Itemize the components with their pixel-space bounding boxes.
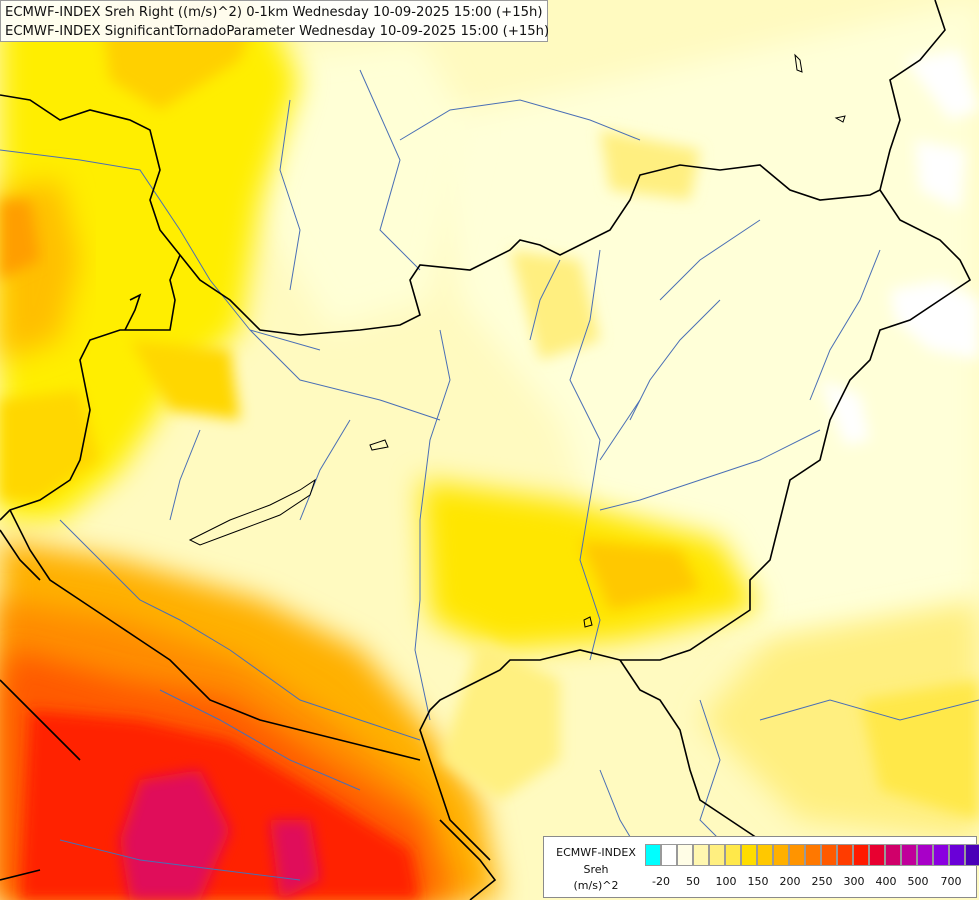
legend-tick-label: 150 xyxy=(747,875,769,888)
legend-tick-label: 100 xyxy=(715,875,737,888)
map-title-line2: ECMWF-INDEX SignificantTornadoParameter … xyxy=(5,24,550,39)
legend-unit: (m/s)^2 xyxy=(573,879,619,892)
legend-swatch xyxy=(885,844,901,866)
legend-swatch xyxy=(901,844,917,866)
legend-tick-label: 250 xyxy=(811,875,833,888)
legend-swatch xyxy=(677,844,693,866)
legend-swatch xyxy=(709,844,725,866)
legend-swatch xyxy=(789,844,805,866)
legend-tick-label: 300 xyxy=(843,875,865,888)
legend-swatch xyxy=(853,844,869,866)
lake-outlines xyxy=(188,53,846,628)
legend-swatch xyxy=(805,844,821,866)
legend-swatch xyxy=(693,844,709,866)
legend-swatch xyxy=(965,844,979,866)
legend-swatch xyxy=(645,844,661,866)
legend-swatch xyxy=(933,844,949,866)
map-title-line1: ECMWF-INDEX Sreh Right ((m/s)^2) 0-1km W… xyxy=(5,5,543,20)
legend-swatch xyxy=(741,844,757,866)
legend-tick-label: 50 xyxy=(686,875,700,888)
legend-model: ECMWF-INDEX xyxy=(556,846,636,859)
legend-tick-label: 400 xyxy=(875,875,897,888)
legend-tick-label: 700 xyxy=(940,875,962,888)
legend-swatch xyxy=(917,844,933,866)
map-title-box: ECMWF-INDEX Sreh Right ((m/s)^2) 0-1km W… xyxy=(0,0,550,42)
legend-swatch xyxy=(949,844,965,866)
legend-swatch xyxy=(757,844,773,866)
legend-swatch xyxy=(773,844,789,866)
legend-swatch xyxy=(837,844,853,866)
legend-swatch xyxy=(725,844,741,866)
legend-swatch xyxy=(821,844,837,866)
legend-swatch xyxy=(661,844,677,866)
legend-variable: Sreh xyxy=(583,863,609,876)
legend-tick-label: -20 xyxy=(652,875,670,888)
legend-tick-label: 500 xyxy=(907,875,929,888)
legend-swatches xyxy=(645,844,979,866)
legend-swatch xyxy=(869,844,885,866)
color-legend: ECMWF-INDEX Sreh (m/s)^2 -20 50 100 150 200 2… xyxy=(543,836,979,898)
legend-tick-label: 200 xyxy=(779,875,801,888)
